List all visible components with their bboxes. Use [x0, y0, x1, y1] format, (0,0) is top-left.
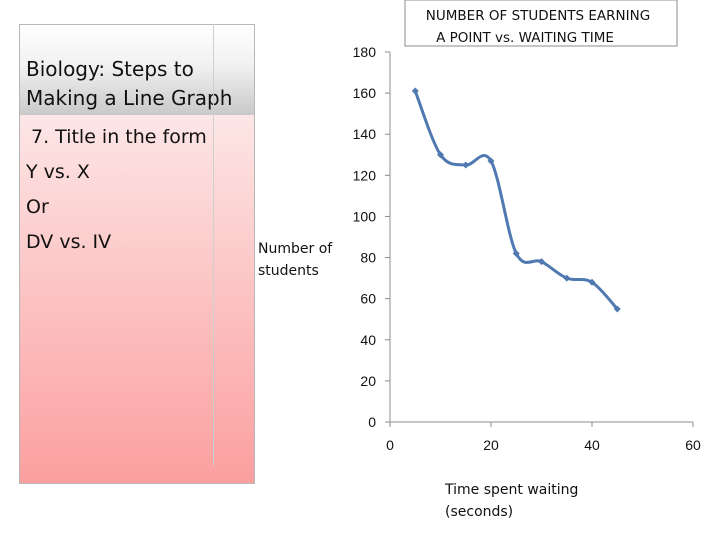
data-point	[613, 305, 621, 313]
y-axis-title-line-1: Number of	[258, 241, 333, 257]
slide-title-box: Biology: Steps to Making a Line Graph	[20, 25, 254, 115]
slide-text-panel: Biology: Steps to Making a Line Graph 7.…	[19, 24, 255, 484]
x-tick-label: 60	[685, 437, 701, 453]
y-tick-label: 140	[353, 126, 377, 142]
bullet-item: DV vs. IV	[26, 231, 112, 253]
y-tick-label: 60	[360, 291, 376, 307]
slide-title-line-1: Biology: Steps to	[26, 57, 194, 81]
x-tick-label: 20	[483, 437, 499, 453]
data-point	[588, 278, 596, 286]
y-tick-label: 40	[360, 332, 376, 348]
chart-title-line-1: NUMBER OF STUDENTS EARNING	[426, 8, 650, 24]
bullet-item: Or	[26, 196, 49, 218]
y-tick-label: 0	[368, 414, 376, 430]
slide-title-line-2: Making a Line Graph	[26, 86, 233, 110]
bullet-item: Y vs. X	[26, 161, 90, 183]
panel-divider	[213, 24, 214, 466]
bullet-item: 7. Title in the form	[31, 126, 207, 148]
bullet-list: 7. Title in the form Y vs. X Or DV vs. I…	[26, 120, 207, 260]
series-line	[413, 90, 619, 310]
data-point	[462, 161, 470, 169]
plot-area: 0 20 40 60 80 100 120 140 160 180 0 20 40 60	[353, 44, 701, 453]
y-tick-label: 80	[360, 250, 376, 266]
data-point	[538, 258, 545, 266]
x-tick-label: 40	[584, 437, 600, 453]
chart-title-line-2: A POINT vs. WAITING TIME	[436, 30, 614, 46]
data-point	[563, 274, 571, 282]
data-point	[437, 151, 444, 159]
data-point	[512, 249, 520, 257]
y-tick-label: 180	[353, 44, 377, 60]
y-tick-label: 100	[353, 208, 377, 224]
data-point	[487, 157, 495, 165]
y-tick-label: 120	[353, 167, 377, 183]
data-point	[411, 87, 419, 95]
slide-title: Biology: Steps to Making a Line Graph	[26, 55, 254, 113]
y-tick-label: 20	[360, 373, 376, 389]
x-tick-label: 0	[386, 437, 394, 453]
x-axis-title-line-2: (seconds)	[445, 504, 513, 520]
chart-title-box	[404, 0, 678, 47]
x-axis-title-line-1: Time spent waiting	[444, 482, 578, 498]
y-tick-label: 160	[353, 85, 377, 101]
y-axis-title-line-2: students	[258, 263, 319, 279]
